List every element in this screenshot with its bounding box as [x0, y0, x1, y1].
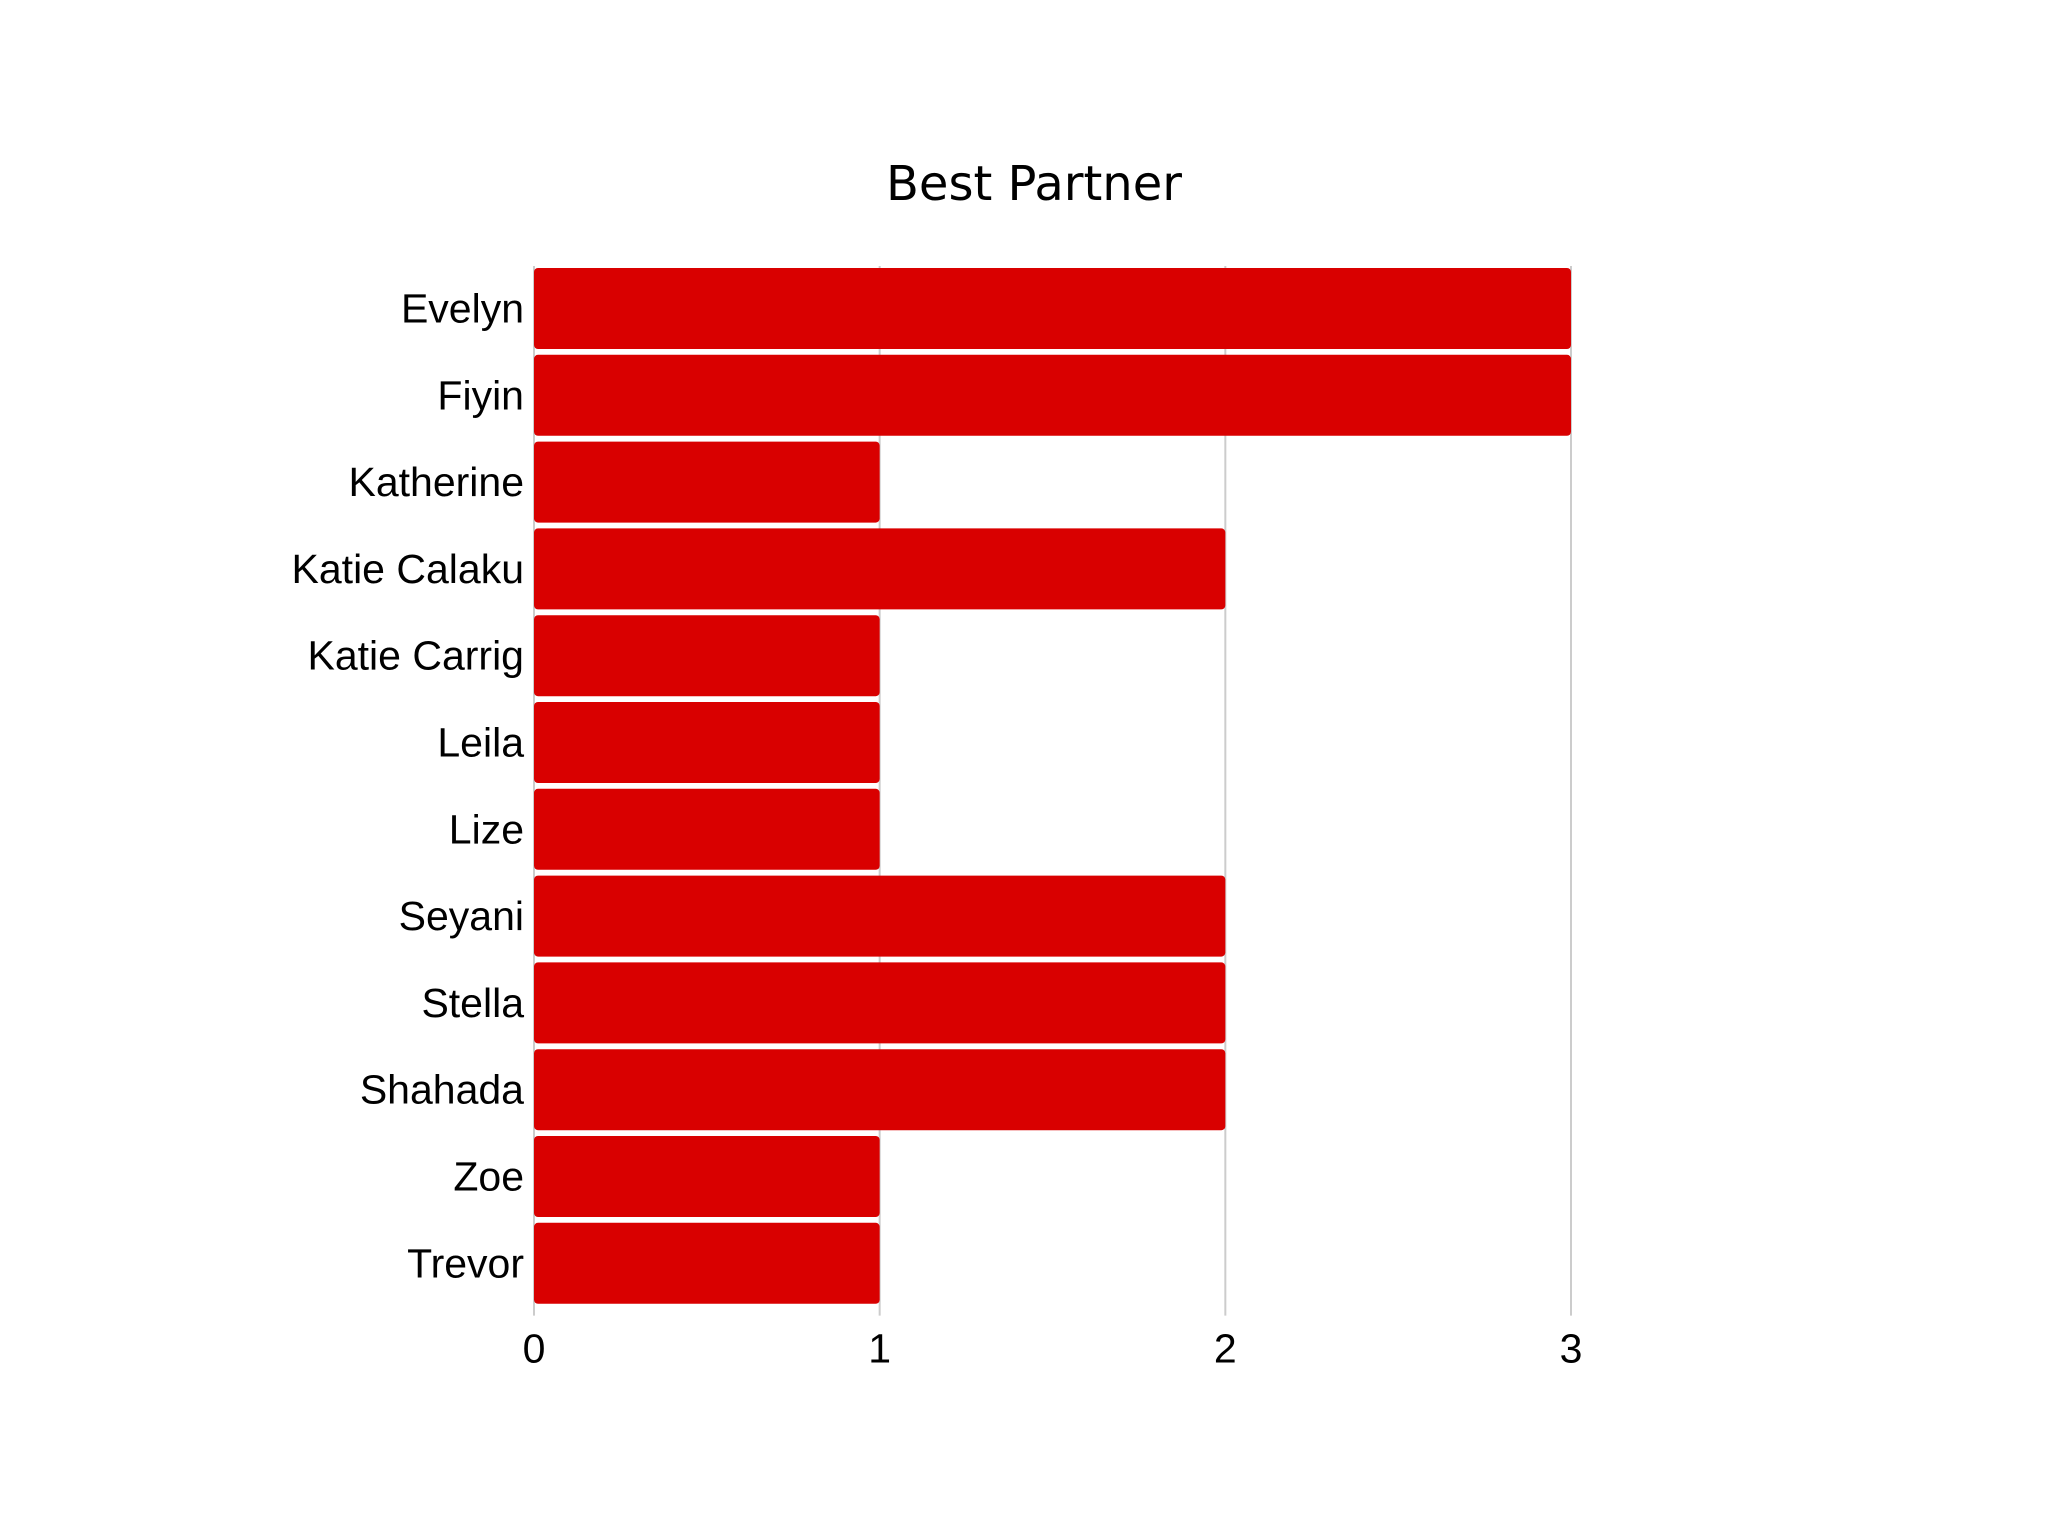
category-label: Shahada [360, 1067, 524, 1113]
category-label: Lize [449, 806, 524, 852]
category-label: Evelyn [401, 286, 524, 332]
x-tick-label: 0 [523, 1326, 546, 1372]
category-label: Katherine [348, 459, 524, 505]
category-label: Trevor [407, 1240, 524, 1286]
x-axis-tick-labels: 0 1 2 3 [523, 1326, 1583, 1372]
chart-title: Best Partner [886, 156, 1182, 212]
bar [534, 268, 1571, 349]
category-label: Fiyin [437, 372, 524, 418]
x-tick-label: 3 [1560, 1326, 1583, 1372]
category-label: Katie Calaku [292, 546, 524, 592]
bar [534, 1049, 1226, 1131]
x-tick-label: 2 [1214, 1326, 1237, 1372]
bars [534, 268, 1571, 1304]
bar [534, 354, 1571, 436]
bar [534, 441, 880, 523]
bar [534, 788, 880, 870]
category-label: Leila [437, 720, 524, 766]
bar [534, 962, 1226, 1044]
category-label: Seyani [399, 893, 524, 939]
category-label: Stella [421, 980, 524, 1026]
category-label: Katie Carrig [308, 633, 524, 679]
bar [534, 875, 1226, 957]
bar [534, 702, 880, 783]
bar [534, 1222, 880, 1304]
bar [534, 528, 1226, 610]
category-label: Zoe [453, 1154, 524, 1200]
bar [534, 1136, 880, 1217]
x-tick-label: 1 [868, 1326, 891, 1372]
category-labels: Evelyn Fiyin Katherine Katie Calaku Katie Ca… [292, 286, 525, 1287]
bar [534, 615, 880, 697]
